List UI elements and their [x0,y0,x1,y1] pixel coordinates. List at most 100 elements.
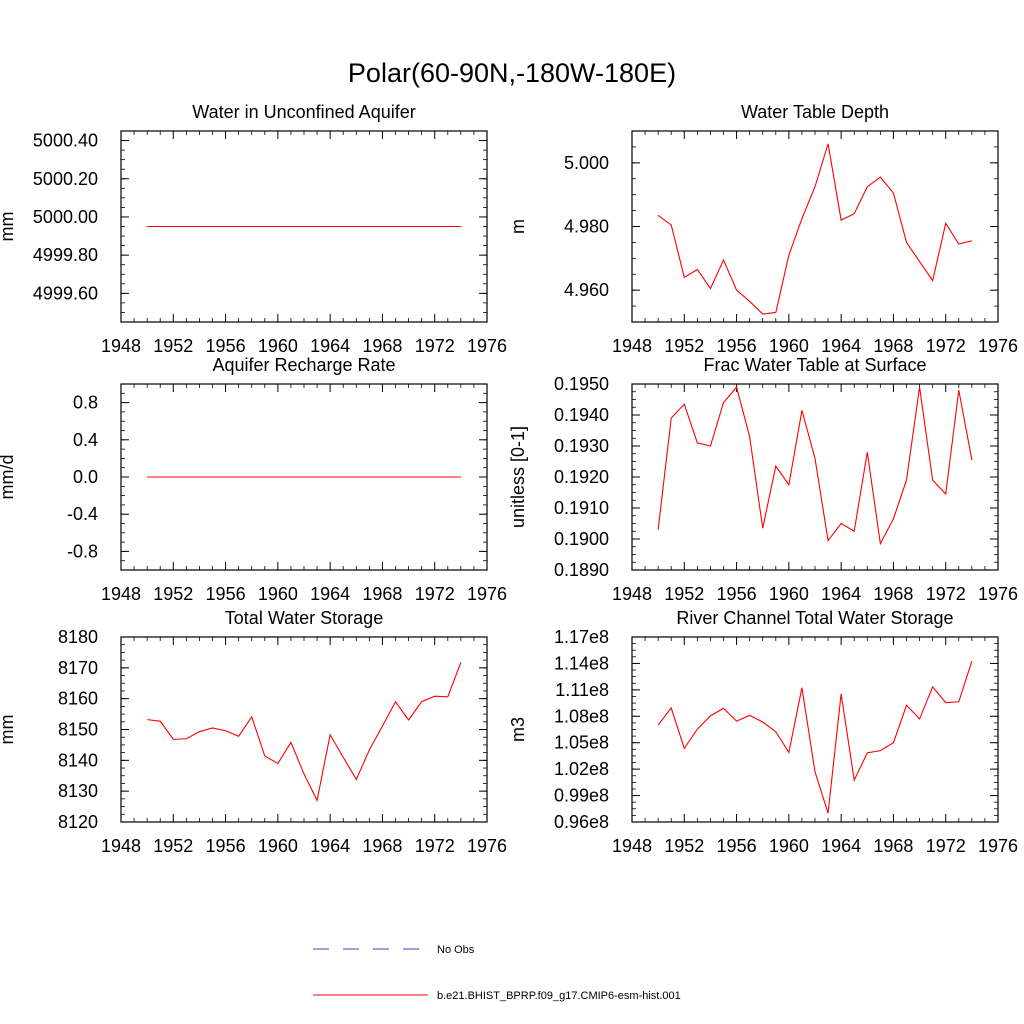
y-tick-label: 5000.20 [33,169,98,189]
y-axis-label: m3 [508,717,528,742]
y-tick-label: 1.17e8 [554,627,609,647]
x-tick-label: 1972 [926,584,966,604]
x-tick-label: 1956 [717,584,757,604]
y-tick-label: 1.08e8 [554,706,609,726]
y-tick-label: 0.1930 [554,436,609,456]
x-tick-label: 1952 [664,836,704,856]
x-tick-label: 1948 [101,836,141,856]
chart-panel-5: Total Water Storage 1948 1952 1956 1960 1964 1… [0,608,507,856]
x-tick-label: 1952 [153,336,193,356]
chart-title: Water in Unconfined Aquifer [192,102,415,122]
x-tick-label: 1968 [362,836,402,856]
series-line [657,143,972,315]
y-tick-label: 0.1950 [554,374,609,394]
chart-title: Water Table Depth [741,102,889,122]
y-tick-label: 4999.60 [33,283,98,303]
x-tick-label: 1960 [258,836,298,856]
chart-panel-3: Aquifer Recharge Rate 1948 1952 1956 1960 196… [0,355,507,604]
y-tick-label: 0.99e8 [554,786,609,806]
y-tick-label: 1.02e8 [554,759,609,779]
plot-frame [631,636,999,823]
x-tick-label: 1948 [101,584,141,604]
y-tick-label: 0.1890 [554,560,609,580]
x-tick-label: 1972 [926,836,966,856]
x-tick-label: 1976 [978,584,1018,604]
x-tick-label: 1968 [873,336,913,356]
x-tick-label: 1952 [153,584,193,604]
x-tick-label: 1960 [258,336,298,356]
y-tick-label: 0.8 [73,393,98,413]
y-tick-label: 8160 [58,689,98,709]
chart-title: River Channel Total Water Storage [676,608,953,628]
x-tick-label: 1968 [873,584,913,604]
x-tick-label: 1952 [664,336,704,356]
y-tick-label: 8130 [58,781,98,801]
panels: Water in Unconfined Aquifer 1948 1952 1956 1… [0,102,1018,856]
x-tick-label: 1976 [467,584,507,604]
x-tick-label: 1948 [612,584,652,604]
series-line [657,385,973,546]
y-tick-label: 4999.80 [33,245,98,265]
chart-panel-1: Water in Unconfined Aquifer 1948 1952 1956 1… [0,102,507,356]
x-tick-label: 1960 [769,336,809,356]
plot-frame [631,130,999,323]
x-tick-label: 1948 [612,836,652,856]
y-tick-label: 8180 [58,627,98,647]
series-line [657,661,973,814]
y-tick-label: 8170 [58,658,98,678]
legend: No Obs b.e21.BHIST_BPRP.f09_g17.CMIP6-es… [313,944,681,1002]
y-tick-label: 0.1910 [554,498,609,518]
x-tick-label: 1952 [664,584,704,604]
x-tick-label: 1968 [362,584,402,604]
legend-model-label: b.e21.BHIST_BPRP.f09_g17.CMIP6-esm-hist.… [437,990,681,1002]
y-axis-label: mm/d [0,455,17,500]
x-tick-label: 1964 [310,836,350,856]
chart-panel-2: Water Table Depth 1948 1952 1956 1960 1964 196… [508,102,1018,356]
x-tick-label: 1968 [362,336,402,356]
x-tick-label: 1972 [415,584,455,604]
x-tick-label: 1956 [206,836,246,856]
y-tick-label: 0.1900 [554,529,609,549]
x-tick-label: 1964 [310,336,350,356]
x-tick-label: 1956 [206,336,246,356]
x-tick-label: 1960 [769,584,809,604]
chart-title: Frac Water Table at Surface [703,355,926,375]
y-tick-label: 1.14e8 [554,653,609,673]
legend-obs-label: No Obs [437,944,475,956]
x-tick-label: 1972 [415,836,455,856]
x-tick-label: 1976 [978,836,1018,856]
x-tick-label: 1976 [467,836,507,856]
y-tick-label: 4.980 [564,217,609,237]
y-tick-label: -0.8 [67,541,98,561]
y-tick-label: 8140 [58,750,98,770]
x-tick-label: 1964 [310,584,350,604]
chart-panel-6: River Channel Total Water Storage 1948 195… [508,608,1018,856]
x-tick-label: 1952 [153,836,193,856]
plot-frame [120,636,488,823]
x-tick-label: 1968 [873,836,913,856]
chart-panel-4: Frac Water Table at Surface 1948 1952 1956 1… [508,355,1018,604]
y-tick-label: 8120 [58,812,98,832]
y-axis-label: unitless [0-1] [508,426,528,528]
y-axis-label: mm [0,715,17,745]
y-axis-label: m [508,219,528,234]
y-tick-label: 1.11e8 [555,680,609,700]
chart-title: Aquifer Recharge Rate [212,355,395,375]
x-tick-label: 1956 [717,336,757,356]
y-axis-label: mm [0,212,17,242]
y-tick-label: 5000.00 [33,207,98,227]
y-tick-label: 0.96e8 [554,812,609,832]
y-tick-label: 1.05e8 [554,733,609,753]
chart-title: Total Water Storage [225,608,383,628]
figure-title: Polar(60-90N,-180W-180E) [348,58,676,88]
y-tick-label: 0.4 [73,430,98,450]
x-tick-label: 1964 [821,584,861,604]
x-tick-label: 1948 [612,336,652,356]
y-tick-label: 0.0 [73,467,98,487]
x-tick-label: 1972 [415,336,455,356]
x-tick-label: 1960 [258,584,298,604]
y-tick-label: -0.4 [67,504,98,524]
x-tick-label: 1964 [821,336,861,356]
x-tick-label: 1960 [769,836,809,856]
